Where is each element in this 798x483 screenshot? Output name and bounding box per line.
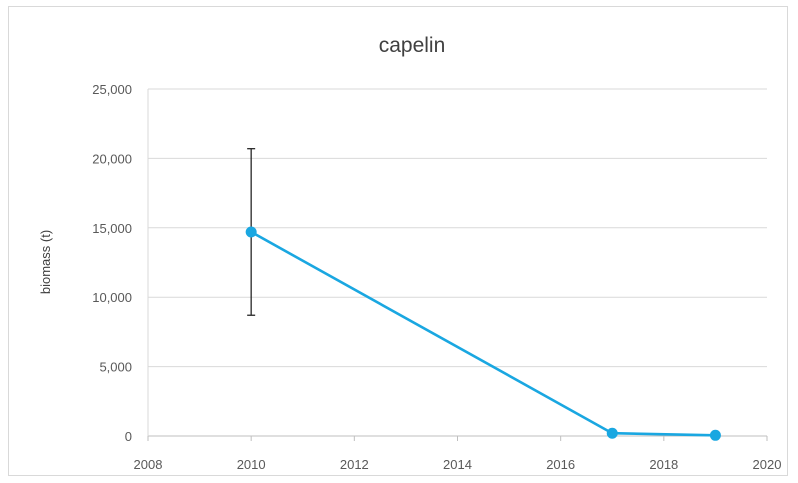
x-tick-label: 2008 [134,457,163,472]
y-tick-label: 25,000 [92,82,132,97]
x-tick-label: 2020 [753,457,782,472]
data-point [606,427,618,439]
x-tick-labels: 2008 2010 2012 2014 2016 2018 2020 [134,457,782,472]
y-axis-title: biomass (t) [38,230,53,294]
x-tick-label: 2012 [340,457,369,472]
x-tick-label: 2016 [546,457,575,472]
series-line [250,230,716,437]
x-tick-label: 2014 [443,457,472,472]
y-tick-labels: 0 5,000 10,000 15,000 20,000 25,000 [92,82,132,444]
x-tick-label: 2010 [237,457,266,472]
y-tick-label: 15,000 [92,221,132,236]
series-lines [250,230,716,437]
y-tick-label: 20,000 [92,151,132,166]
x-tick-label: 2018 [649,457,678,472]
chart-title: capelin [379,34,446,57]
data-points [245,226,721,441]
y-tick-label: 0 [125,429,132,444]
axes [147,89,768,441]
data-point [709,429,721,441]
y-tick-label: 10,000 [92,290,132,305]
chart-frame [8,6,788,476]
data-point [245,226,257,238]
gridlines [148,88,767,368]
y-tick-label: 5,000 [99,360,132,375]
